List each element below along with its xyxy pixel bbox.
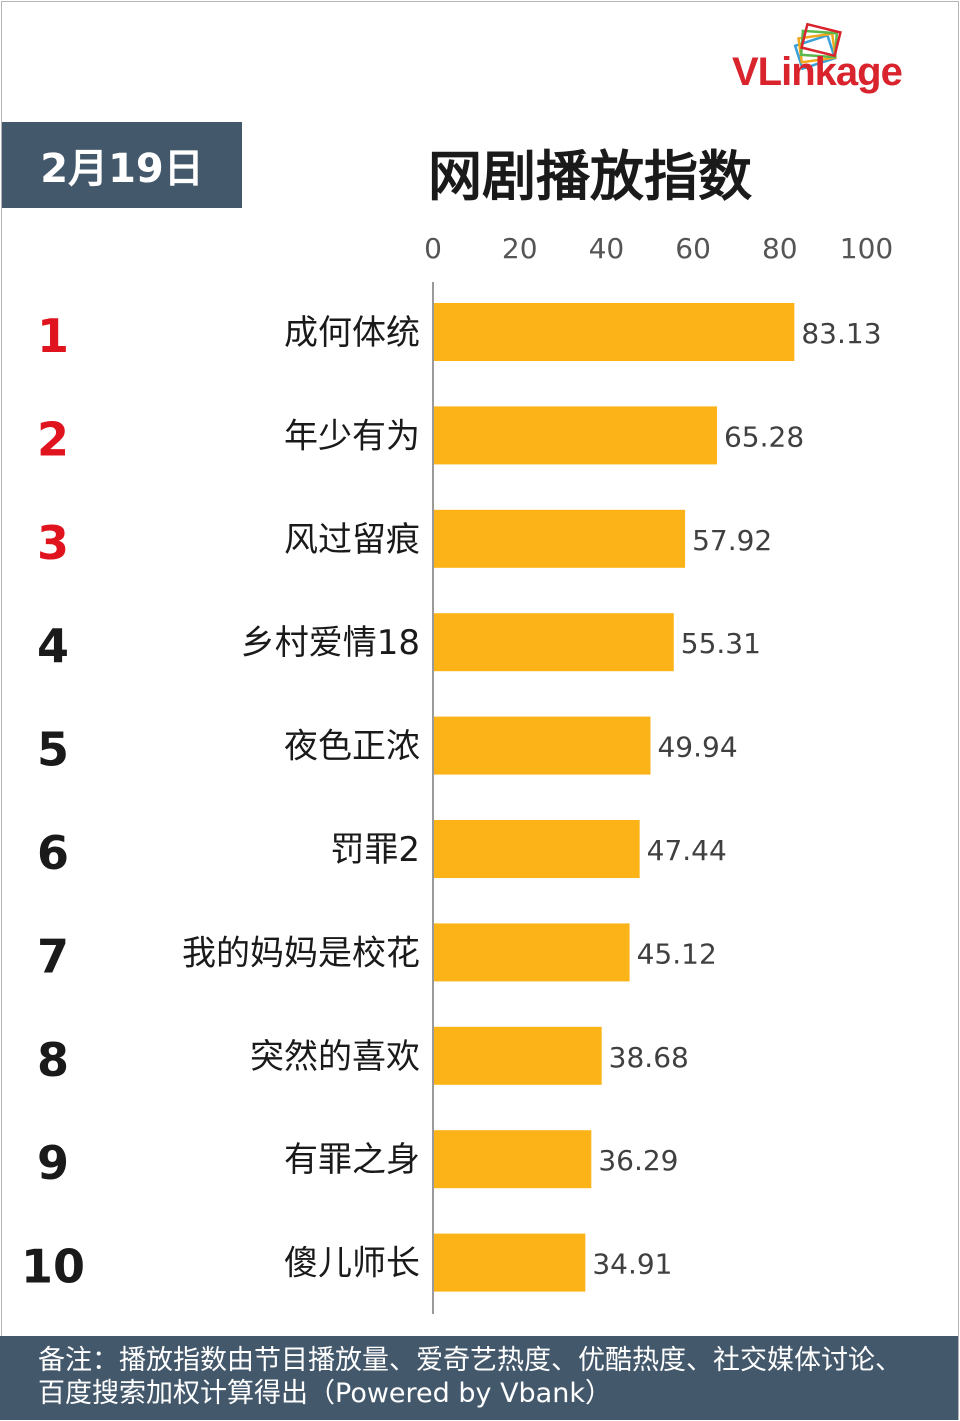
bar-chart: 0 20 40 60 80 100 83.13 成何体统 1 65.28 年少有为 2 57.92 风过留… (21, 232, 893, 1314)
rank-number: 5 (37, 723, 69, 777)
x-tick-label: 80 (762, 232, 798, 265)
category-label: 傻儿师长 (284, 1244, 420, 1284)
category-label: 罚罪2 (330, 830, 420, 870)
date-label: 2月19日 (40, 146, 204, 192)
logo-wordmark: VLinkage (732, 50, 903, 94)
category-label: 夜色正浓 (284, 727, 420, 767)
value-label: 34.91 (592, 1248, 672, 1281)
bar (434, 1130, 592, 1189)
category-label: 风过留痕 (284, 520, 420, 560)
rank-number: 9 (37, 1136, 69, 1190)
bar (434, 923, 630, 982)
value-label: 49.94 (657, 731, 737, 764)
bar (434, 303, 795, 361)
value-label: 83.13 (801, 317, 881, 350)
value-label: 47.44 (647, 834, 727, 867)
x-tick-label: 0 (424, 232, 442, 265)
rank-number: 4 (37, 619, 69, 673)
chart-title: 网剧播放指数 (428, 145, 752, 208)
value-label: 38.68 (609, 1041, 689, 1074)
x-tick-label: 40 (589, 232, 625, 265)
value-label: 55.31 (681, 627, 761, 660)
date-badge: 2月19日 (2, 122, 242, 208)
bar (434, 716, 651, 775)
bar (434, 613, 674, 672)
logo-cards-icon (793, 22, 842, 71)
rank-number: 8 (37, 1033, 69, 1087)
category-label: 有罪之身 (284, 1140, 420, 1180)
x-tick-label: 100 (840, 232, 893, 265)
bar (434, 406, 717, 465)
rank-number: 6 (37, 826, 69, 880)
bar (434, 509, 686, 568)
category-label: 突然的喜欢 (250, 1037, 420, 1077)
value-label: 45.12 (637, 937, 717, 970)
rank-number: 1 (37, 309, 69, 363)
rank-number: 3 (37, 516, 69, 570)
bar (434, 1233, 586, 1292)
category-label: 成何体统 (284, 313, 420, 353)
bar (434, 1026, 602, 1085)
category-label: 年少有为 (284, 416, 420, 456)
category-label: 乡村爱情18 (241, 623, 420, 663)
rank-number: 10 (21, 1240, 85, 1294)
value-label: 57.92 (692, 524, 772, 557)
x-tick-label: 20 (502, 232, 538, 265)
value-label: 36.29 (598, 1144, 678, 1177)
x-tick-label: 60 (675, 232, 711, 265)
footer-note: 备注：播放指数由节目播放量、爱奇艺热度、优酷热度、社交媒体讨论、百度搜索加权计算… (0, 1336, 958, 1420)
category-label: 我的妈妈是校花 (182, 933, 420, 973)
rank-number: 7 (37, 929, 69, 983)
value-label: 65.28 (724, 420, 804, 453)
bar (434, 820, 640, 878)
rank-number: 2 (37, 412, 69, 466)
